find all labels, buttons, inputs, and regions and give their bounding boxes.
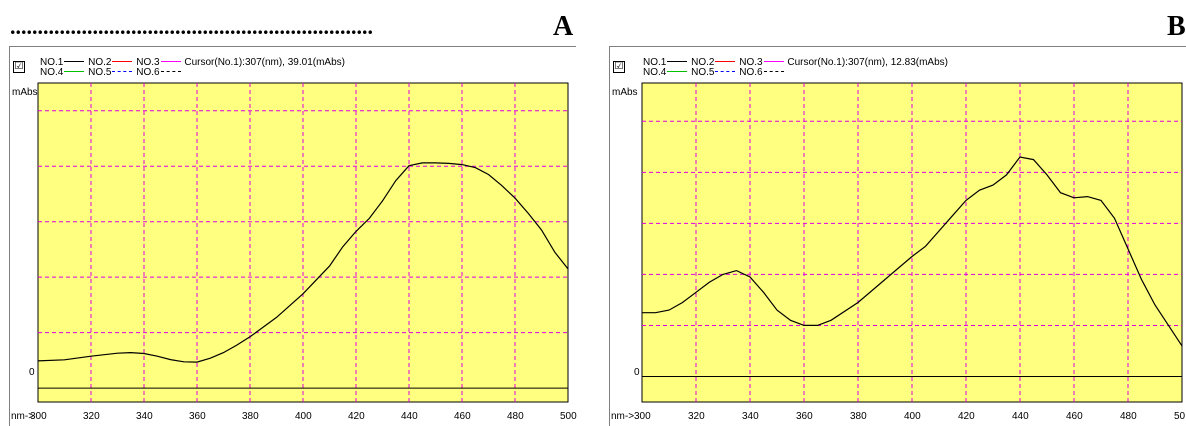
legend-row-2: NO.4 NO.5 NO.6: [40, 67, 182, 78]
legend-no1: NO.1: [40, 57, 64, 68]
legend-swatch-no1: [64, 60, 85, 62]
panel-a-label: A: [553, 11, 574, 42]
x-tick-label: 360: [189, 411, 206, 422]
legend-swatch-no4: [667, 70, 688, 72]
legend-no6: NO.6: [136, 67, 160, 78]
checkbox[interactable]: ☑: [613, 61, 625, 73]
legend-no2: NO.2: [88, 57, 112, 68]
x-tick-label: 360: [796, 411, 813, 422]
spectrum-panel-b: ☑ NO.1 NO.2 NO.3 Cursor(No.1):307(nm), 1…: [609, 46, 1186, 426]
legend-swatch-no6: [763, 70, 784, 72]
x-tick-label: 500: [560, 411, 577, 422]
plot-area: [641, 82, 1183, 403]
legend-no4: NO.4: [40, 67, 64, 78]
legend-swatch-no5: [715, 70, 736, 72]
legend-swatch-no3: [160, 60, 181, 62]
cursor-readout: Cursor(No.1):307(nm), 39.01(mAbs): [184, 57, 345, 68]
legend-no3: NO.3: [739, 57, 763, 68]
spectrum-panel-a: ☑ NO.1 NO.2 NO.3 Cursor(No.1):307(nm), 3…: [9, 46, 577, 426]
checkbox[interactable]: ☑: [13, 61, 25, 73]
legend-swatch-no5: [112, 70, 133, 72]
x-tick-label: 420: [348, 411, 365, 422]
legend-no3: NO.3: [136, 57, 160, 68]
legend-swatch-no3: [763, 60, 784, 62]
x-tick-label: 300: [30, 411, 47, 422]
legend-swatch-no2: [112, 60, 133, 62]
panel-b-label: B: [1167, 11, 1186, 42]
legend-no6: NO.6: [739, 67, 763, 78]
x-tick-label: 320: [83, 411, 100, 422]
legend-no2: NO.2: [691, 57, 715, 68]
legend-row-2: NO.4 NO.5 NO.6: [643, 67, 785, 78]
legend-no5: NO.5: [691, 67, 715, 78]
x-tick-label: 50: [1174, 411, 1186, 422]
legend-no5: NO.5: [88, 67, 112, 78]
x-axis-unit: nm->: [611, 411, 635, 422]
legend-swatch-no4: [64, 70, 85, 72]
plot-area: [37, 82, 569, 403]
zero-label: 0: [634, 367, 640, 378]
zero-label: 0: [29, 367, 35, 378]
cursor-readout: Cursor(No.1):307(nm), 12.83(mAbs): [787, 57, 948, 68]
y-axis-unit: mAbs: [612, 87, 638, 98]
x-tick-label: 400: [295, 411, 312, 422]
x-tick-label: 380: [850, 411, 867, 422]
plot-background: [641, 82, 1183, 403]
x-tick-label: 400: [904, 411, 921, 422]
x-tick-label: 340: [136, 411, 153, 422]
x-tick-label: 380: [242, 411, 259, 422]
x-tick-label: 340: [742, 411, 759, 422]
x-tick-label: 320: [688, 411, 705, 422]
x-tick-label: 440: [1012, 411, 1029, 422]
legend-row-1: NO.1 NO.2 NO.3 Cursor(No.1):307(nm), 39.…: [40, 57, 345, 68]
legend-no4: NO.4: [643, 67, 667, 78]
dotted-line: ........................................…: [10, 17, 373, 37]
x-tick-label: 440: [401, 411, 418, 422]
x-tick-label: 480: [1120, 411, 1137, 422]
legend-swatch-no6: [160, 70, 181, 72]
legend-no1: NO.1: [643, 57, 667, 68]
plot-background: [37, 82, 569, 403]
y-axis-unit: mAbs: [12, 87, 38, 98]
x-tick-label: 480: [507, 411, 524, 422]
x-tick-label: 300: [634, 411, 651, 422]
legend-row-1: NO.1 NO.2 NO.3 Cursor(No.1):307(nm), 12.…: [643, 57, 948, 68]
x-tick-label: 460: [1066, 411, 1083, 422]
x-tick-label: 420: [958, 411, 975, 422]
x-axis-unit: nm->: [11, 411, 35, 422]
x-tick-label: 460: [454, 411, 471, 422]
spectrum-curve: [642, 156, 1183, 347]
spectrum-curve: [37, 162, 569, 363]
legend-swatch-no1: [667, 60, 688, 62]
legend-swatch-no2: [715, 60, 736, 62]
